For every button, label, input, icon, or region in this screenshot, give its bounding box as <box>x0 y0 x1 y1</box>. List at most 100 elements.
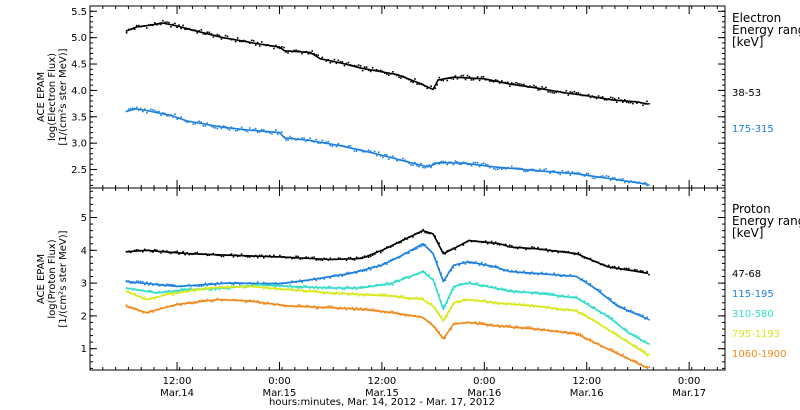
proton-data-point <box>230 299 233 301</box>
electron-data-point <box>386 154 388 156</box>
proton-data-point <box>162 291 164 294</box>
proton-data-point <box>325 276 328 278</box>
electron-data-point <box>228 37 231 40</box>
proton-data-point <box>315 279 317 282</box>
x-tick-label-time: 12:00 <box>163 376 192 387</box>
proton-data-point <box>166 292 168 295</box>
proton-data-point <box>359 269 362 271</box>
electron-data-point <box>315 54 317 56</box>
proton-data-point <box>521 291 523 294</box>
proton-data-point <box>277 255 279 258</box>
proton-data-point <box>537 327 539 330</box>
proton-data-point <box>164 290 166 293</box>
proton-data-point <box>484 299 487 302</box>
electron-data-point <box>287 139 289 141</box>
electron-data-point <box>355 150 358 152</box>
proton-data-point <box>527 326 529 328</box>
electron-data-point <box>559 90 561 93</box>
proton-data-point <box>525 305 527 307</box>
proton-data-point <box>482 322 485 324</box>
electron-data-point <box>523 170 525 172</box>
electron-data-point <box>458 163 461 165</box>
electron-data-point <box>551 91 553 94</box>
proton-data-point <box>509 289 511 291</box>
proton-data-point <box>355 288 358 291</box>
electron-data-point <box>281 131 283 133</box>
proton-data-point <box>478 264 481 266</box>
proton-data-point <box>527 272 529 274</box>
proton-data-point <box>593 287 596 290</box>
electron-data-point <box>285 139 287 141</box>
proton-data-point <box>569 274 572 276</box>
electron-data-point <box>148 109 150 112</box>
electron-data-point <box>331 60 334 63</box>
proton-data-point <box>553 293 555 295</box>
proton-data-point <box>603 347 606 349</box>
proton-data-point <box>267 282 269 285</box>
proton-data-point <box>337 286 340 288</box>
proton-data-point <box>160 295 162 297</box>
proton-data-point <box>434 283 436 285</box>
proton-data-point <box>620 336 622 339</box>
electron-data-point <box>256 131 259 134</box>
electron-data-point <box>450 161 453 164</box>
proton-data-point <box>442 251 445 253</box>
proton-data-point <box>454 301 457 304</box>
electron-data-point <box>150 23 152 26</box>
electron-data-point <box>642 104 644 106</box>
electron-data-point <box>160 23 162 26</box>
proton-data-point <box>597 310 600 313</box>
proton-data-point <box>323 257 326 259</box>
proton-data-point <box>603 312 606 315</box>
proton-data-point <box>638 336 640 339</box>
proton-data-point <box>541 271 543 274</box>
proton-data-point <box>498 244 501 246</box>
proton-data-point <box>371 254 374 256</box>
proton-data-point <box>196 284 198 287</box>
proton-data-point <box>388 284 390 286</box>
proton-data-point <box>404 252 406 254</box>
electron-data-point <box>212 126 215 129</box>
proton-data-point <box>180 252 182 254</box>
proton-data-point <box>299 279 301 281</box>
electron-data-point <box>150 108 152 111</box>
electron-data-point <box>634 181 636 183</box>
proton-data-point <box>498 303 501 305</box>
proton-data-point <box>240 285 243 288</box>
proton-data-point <box>494 241 497 243</box>
proton-data-point <box>426 246 428 249</box>
electron-data-point <box>597 176 600 178</box>
proton-data-point <box>498 288 501 290</box>
electron-data-point <box>501 80 503 82</box>
proton-data-point <box>511 289 513 291</box>
electron-data-point <box>331 145 334 148</box>
proton-data-point <box>373 284 376 287</box>
proton-data-point <box>624 267 626 270</box>
proton-data-point <box>279 287 281 289</box>
proton-data-point <box>519 327 521 329</box>
electron-data-point <box>242 39 245 42</box>
proton-data-point <box>599 312 602 314</box>
proton-data-point <box>188 301 190 303</box>
proton-data-point <box>357 257 360 259</box>
proton-data-point <box>593 260 596 263</box>
proton-data-point <box>373 294 376 296</box>
proton-data-point <box>557 330 559 332</box>
proton-data-point <box>587 338 590 341</box>
electron-data-point <box>311 50 313 52</box>
electron-data-point <box>208 31 211 34</box>
proton-data-point <box>438 331 440 333</box>
proton-data-point <box>646 354 648 357</box>
proton-data-point <box>301 305 303 307</box>
proton-data-point <box>194 290 196 293</box>
electron-data-point <box>259 131 261 133</box>
proton-data-point <box>333 306 336 309</box>
proton-data-point <box>460 262 463 264</box>
proton-data-point <box>196 287 198 290</box>
electron-data-point <box>458 76 461 79</box>
proton-data-point <box>496 243 499 246</box>
proton-data-point <box>303 279 305 282</box>
proton-data-point <box>436 289 438 291</box>
electron-data-point <box>563 92 566 94</box>
proton-data-point <box>484 323 487 325</box>
